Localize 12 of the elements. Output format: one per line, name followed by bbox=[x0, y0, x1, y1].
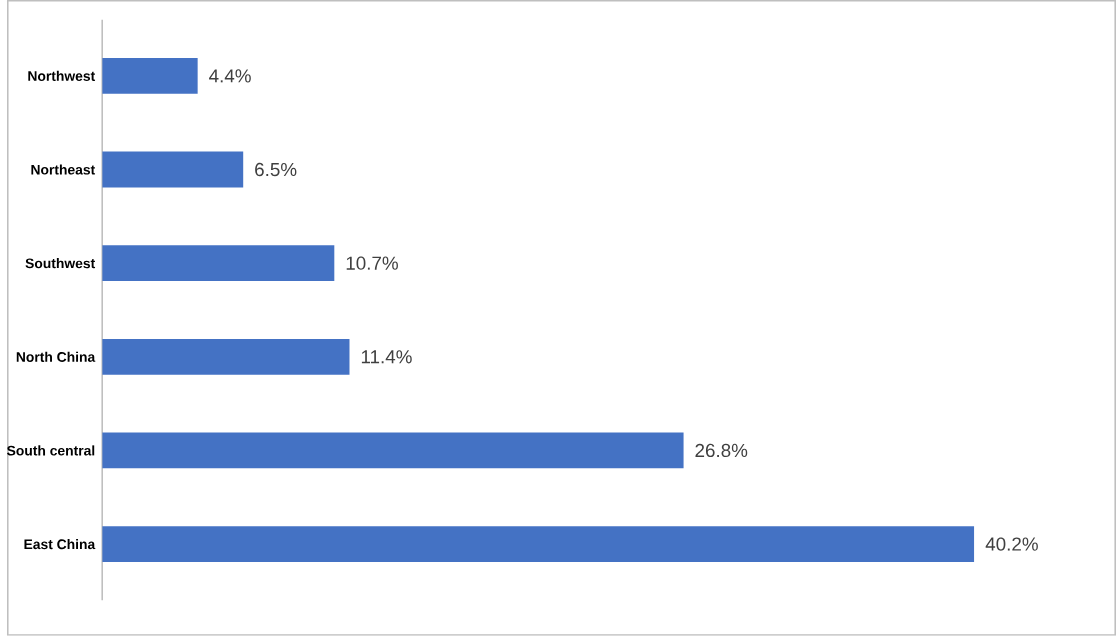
bar bbox=[102, 245, 335, 282]
data-label: 26.8% bbox=[695, 443, 748, 458]
data-label: 40.2% bbox=[985, 537, 1038, 551]
data-label: 6.5% bbox=[255, 162, 297, 177]
bar bbox=[102, 432, 684, 469]
bar bbox=[102, 526, 975, 563]
bar bbox=[102, 58, 198, 94]
data-label: 4.4% bbox=[209, 69, 251, 83]
data-label: 10.7% bbox=[346, 256, 398, 270]
data-label: 11.4% bbox=[361, 350, 412, 364]
bar bbox=[102, 151, 244, 188]
bar bbox=[102, 338, 350, 375]
